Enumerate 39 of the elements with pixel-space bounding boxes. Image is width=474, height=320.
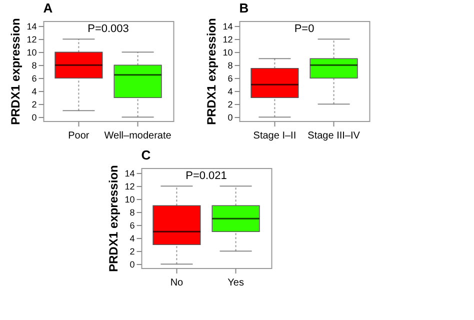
x-tick-label: Yes	[228, 278, 244, 288]
y-tick-label: 2	[130, 246, 135, 257]
y-tick-label: 4	[228, 86, 233, 97]
y-tick-label: 8	[228, 60, 233, 71]
chart-title: B	[239, 0, 249, 16]
y-tick-label: 12	[124, 182, 135, 192]
y-tick-label: 14	[26, 22, 37, 32]
y-tick-label: 6	[130, 220, 135, 231]
x-tick-label: Stage III–IV	[308, 130, 360, 142]
y-tick-label: 12	[222, 34, 233, 45]
y-tick-label: 0	[228, 112, 233, 123]
y-axis-title: PRDX1 expression	[204, 18, 219, 125]
y-tick-label: 4	[32, 86, 37, 97]
y-tick-label: 2	[32, 100, 37, 110]
y-tick-label: 10	[124, 194, 135, 205]
x-tick-label: Stage I–II	[253, 130, 296, 142]
y-tick-label: 6	[228, 74, 233, 84]
y-tick-label: 4	[130, 234, 135, 244]
y-axis-title: PRDX1 expression	[8, 18, 23, 125]
chart-title: C	[141, 148, 152, 163]
annotation: P=0	[294, 23, 314, 35]
y-tick-label: 8	[32, 60, 37, 71]
y-tick-label: 14	[124, 168, 135, 179]
y-tick-label: 10	[222, 48, 233, 58]
chart-title: A	[43, 0, 54, 16]
annotation: P=0.021	[186, 170, 227, 182]
y-tick-label: 8	[130, 208, 135, 218]
y-tick-label: 14	[222, 22, 233, 32]
annotation: P=0.003	[88, 23, 129, 35]
y-tick-label: 0	[130, 260, 135, 270]
x-tick-label: Poor	[68, 130, 90, 142]
y-tick-label: 12	[26, 34, 37, 45]
y-tick-label: 2	[228, 100, 233, 110]
y-tick-label: 6	[32, 74, 37, 84]
y-tick-label: 0	[32, 112, 37, 123]
y-tick-label: 10	[26, 48, 37, 58]
y-axis-title: PRDX1 expression	[106, 165, 121, 272]
x-tick-label: No	[170, 278, 184, 288]
x-tick-label: Well–moderate	[104, 130, 172, 142]
